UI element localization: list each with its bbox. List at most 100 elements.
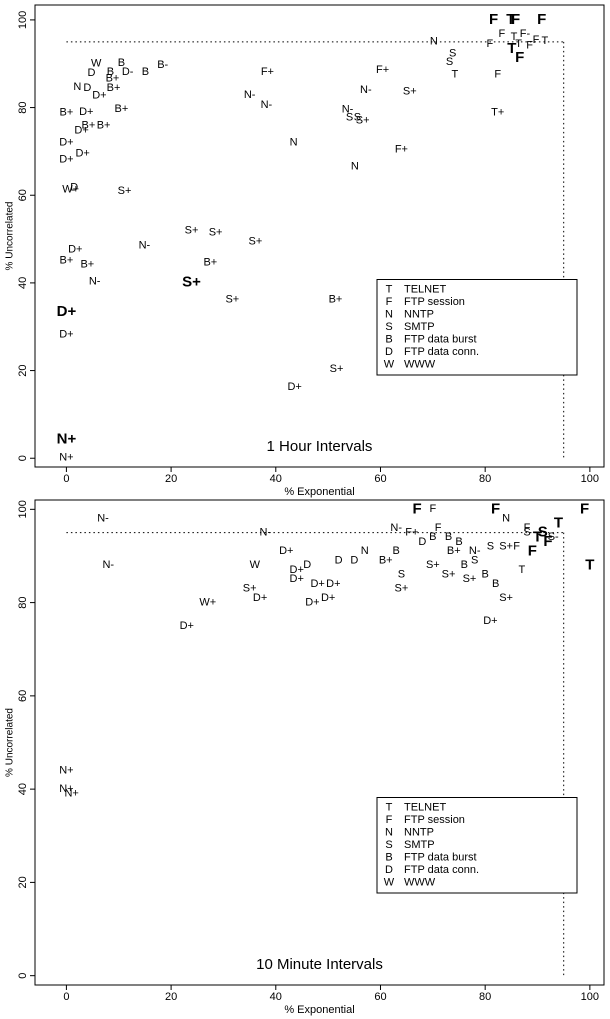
point-marker: B [455,536,462,548]
x-axis-title: % Exponential [284,486,354,498]
point-marker: S [471,555,478,567]
legend-label: TELNET [404,802,446,814]
y-tick-label: 40 [17,783,29,795]
point-marker: B+ [379,555,393,567]
point-marker: N [290,137,298,149]
point-marker: N- [390,522,402,534]
point-marker: T [451,69,458,81]
point-marker: B+ [447,545,461,557]
point-marker: B+ [60,254,74,266]
annotation: 1 Hour Intervals [267,438,373,455]
point-marker: D+ [74,125,88,137]
plot-frame [34,499,605,986]
point-marker: S+ [356,115,370,127]
point-marker: N [430,36,438,48]
point-marker: F [499,28,506,40]
legend-symbol: D [385,346,393,358]
point-marker: D+ [59,154,73,166]
point-marker: S [398,569,405,581]
legend-symbol: B [385,334,392,346]
y-tick-label: 100 [17,500,29,518]
point-marker: S+ [182,273,201,290]
point-marker: S+ [185,225,199,237]
y-tick-label: 0 [17,973,29,979]
annotation: 10 Minute Intervals [256,956,383,973]
point-marker: F [413,500,422,517]
point-marker: B [429,531,436,543]
point-marker: W+ [199,597,216,609]
point-marker: N- [244,89,256,101]
legend-label: FTP data conn. [404,864,479,876]
legend-label: TELNET [404,284,446,296]
legend-symbol: T [386,284,393,296]
point-marker: N- [360,84,372,96]
point-marker: B+ [329,293,343,305]
legend-symbol: N [385,827,393,839]
point-marker: B [393,545,400,557]
point-marker: N+ [59,783,73,795]
legend-label: SMTP [404,321,435,333]
legend-symbol: W [384,359,395,371]
point-marker: F [491,500,500,517]
point-marker: B+ [106,73,120,85]
point-marker: S [446,56,453,68]
point-marker: S+ [499,592,513,604]
point-marker: D+ [57,303,77,320]
x-tick-label: 80 [479,991,491,1003]
legend-symbol: N [385,309,393,321]
point-marker: S+ [463,573,477,585]
point-marker: T [554,514,563,531]
x-tick-label: 0 [63,473,69,485]
point-marker: S+ [118,185,132,197]
legend-label: FTP data burst [404,334,477,346]
x-tick-label: 60 [374,991,386,1003]
x-tick-label: 40 [270,473,282,485]
point-marker: N+ [59,764,73,776]
point-marker: T [507,40,516,57]
point-marker: B+ [203,257,217,269]
legend-label: FTP session [404,296,465,308]
y-tick-label: 40 [17,277,29,289]
point-marker: S [538,524,548,541]
point-marker: S+ [426,559,440,571]
point-marker: B+ [82,119,96,131]
point-marker: N- [260,527,272,539]
point-marker: F [513,541,520,553]
y-tick-label: 60 [17,189,29,201]
point-marker: F [494,69,501,81]
point-marker: F [489,11,498,28]
point-marker: B [461,559,468,571]
point-marker: D [350,555,358,567]
x-tick-label: 40 [270,991,282,1003]
point-marker: T+ [491,107,504,119]
point-marker: B [118,57,125,69]
point-marker: F [524,522,531,534]
y-axis-title: % Uncorrelated [5,708,16,777]
point-marker: F- [520,28,531,40]
y-tick-label: 100 [17,11,29,29]
x-axis-title: % Exponential [284,1004,354,1016]
point-marker: D+ [305,597,319,609]
y-tick-label: 80 [17,101,29,113]
point-marker: D [335,555,343,567]
legend-box [376,279,578,376]
legend-symbol: B [385,852,392,864]
x-tick-label: 0 [63,991,69,1003]
legend-symbol: D [385,864,393,876]
point-marker: F [526,40,533,52]
point-marker: S [346,112,353,124]
point-marker: N [351,161,359,173]
point-marker: D [303,559,311,571]
point-marker: B [445,531,452,543]
point-marker: F+ [261,66,274,78]
legend-label: WWW [404,359,436,371]
x-tick-label: 60 [374,473,386,485]
point-marker: D+ [483,615,497,627]
point-marker: S+ [442,569,456,581]
point-marker: F [515,49,524,66]
point-marker: F [533,34,540,46]
point-marker: D+ [59,329,73,341]
point-marker: F [487,38,494,50]
point-marker: D+ [92,90,106,102]
